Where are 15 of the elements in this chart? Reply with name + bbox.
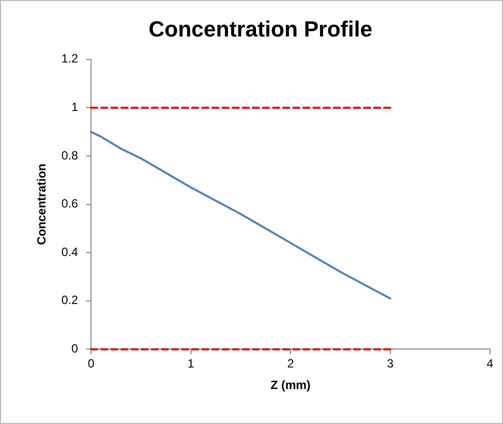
x-tick-label: 3 bbox=[386, 356, 394, 371]
x-tick-label: 2 bbox=[287, 356, 294, 371]
y-tick-label: 1 bbox=[71, 100, 78, 114]
y-tick-label: 0.8 bbox=[61, 148, 78, 162]
x-tick-label: 0 bbox=[88, 356, 95, 371]
x-tick-label: 1 bbox=[187, 356, 194, 371]
x-axis-title: Z (mm) bbox=[270, 378, 311, 392]
x-tick-label: 4 bbox=[486, 356, 494, 371]
y-axis-title: Concentration bbox=[34, 164, 49, 245]
y-tick-label: 0.6 bbox=[61, 196, 78, 211]
chart-title: Concentration Profile bbox=[148, 16, 372, 42]
y-tick-label: 0.4 bbox=[61, 244, 78, 259]
y-tick-label: 0 bbox=[71, 342, 78, 356]
y-tick-label: 1.2 bbox=[61, 52, 78, 66]
y-tick-label: 0.2 bbox=[61, 293, 78, 308]
